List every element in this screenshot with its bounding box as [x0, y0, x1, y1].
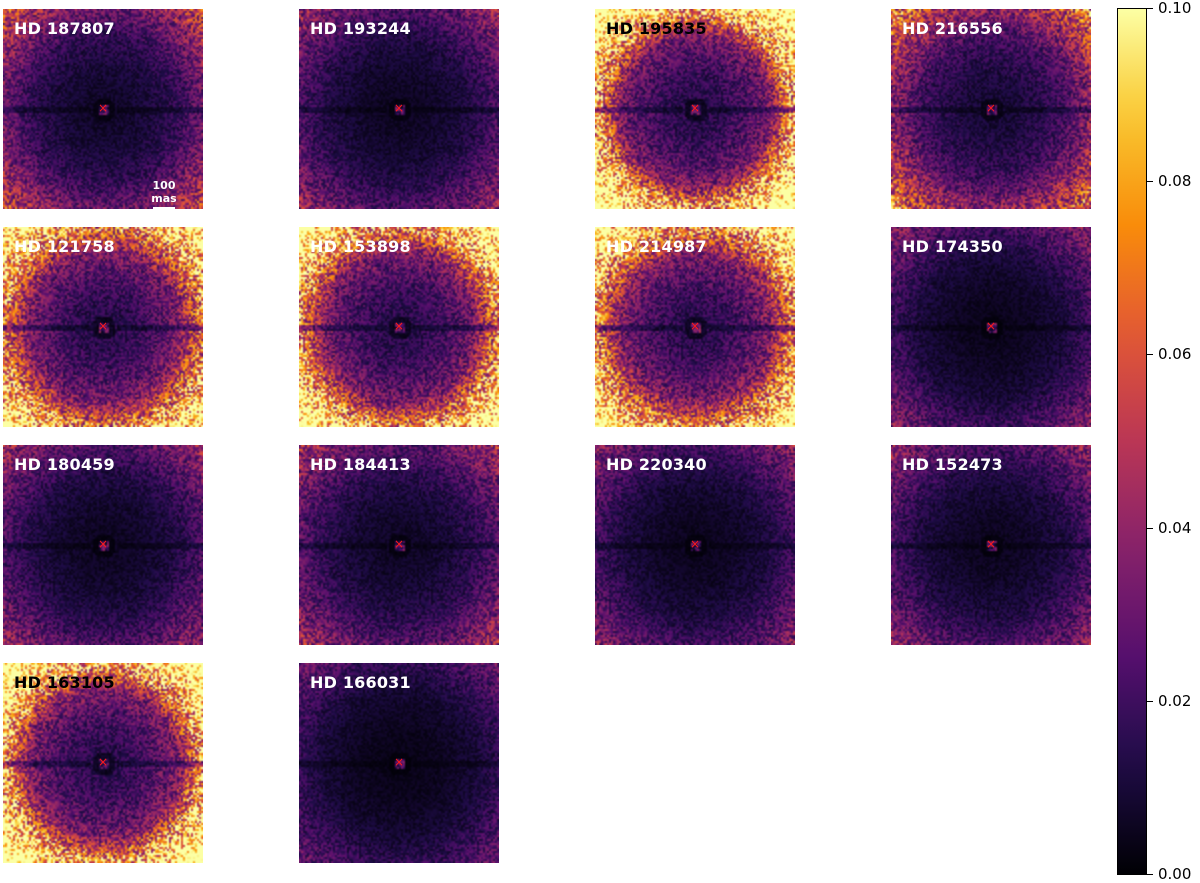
- star-position-marker: ×: [393, 755, 405, 769]
- panel-label: HD 195835: [606, 19, 707, 38]
- residual-image-panel: HD 180459 ×: [3, 445, 203, 645]
- residual-image-panel: HD 166031 ×: [299, 663, 499, 863]
- residual-image: [3, 663, 203, 863]
- panel-label: HD 174350: [902, 237, 1003, 256]
- panel-label: HD 180459: [14, 455, 115, 474]
- panel-label: HD 193244: [310, 19, 411, 38]
- star-position-marker: ×: [393, 101, 405, 115]
- star-position-marker: ×: [985, 101, 997, 115]
- star-position-marker: ×: [985, 319, 997, 333]
- colorbar-tick-label: 0.02: [1158, 691, 1192, 710]
- scale-bar-line: [153, 207, 175, 209]
- residual-image-panel: HD 184413 ×: [299, 445, 499, 645]
- colorbar-tick-label: 0.10: [1158, 0, 1192, 17]
- residual-image: [299, 445, 499, 645]
- star-position-marker: ×: [97, 101, 109, 115]
- panel-label: HD 163105: [14, 673, 115, 692]
- star-position-marker: ×: [393, 319, 405, 333]
- residual-image: [891, 227, 1091, 427]
- colorbar-tick: [1147, 700, 1153, 702]
- residual-image-panel: HD 214987 ×: [595, 227, 795, 427]
- residual-image: [299, 9, 499, 209]
- scale-bar-label: 100 mas: [151, 179, 177, 205]
- panel-label: HD 220340: [606, 455, 707, 474]
- colorbar-tick-label: 0.04: [1158, 518, 1192, 537]
- residual-image-panel: HD 121758 ×: [3, 227, 203, 427]
- scale-bar: 100 mas: [138, 179, 190, 209]
- star-position-marker: ×: [689, 101, 701, 115]
- panel-label: HD 153898: [310, 237, 411, 256]
- colorbar: [1117, 8, 1147, 875]
- star-position-marker: ×: [97, 537, 109, 551]
- residual-image: [299, 663, 499, 863]
- colorbar-tick: [1147, 181, 1153, 183]
- colorbar-tick: [1147, 8, 1153, 9]
- residual-image: [595, 227, 795, 427]
- residual-image-panel: HD 174350 ×: [891, 227, 1091, 427]
- star-position-marker: ×: [689, 319, 701, 333]
- panel-label: HD 187807: [14, 19, 115, 38]
- residual-image: [891, 445, 1091, 645]
- residual-image-panel: HD 195835 ×: [595, 9, 795, 209]
- colorbar-tick-label: 0.06: [1158, 345, 1192, 364]
- star-position-marker: ×: [689, 537, 701, 551]
- residual-image: [3, 9, 203, 209]
- colorbar-tick: [1147, 354, 1153, 356]
- residual-image-panel: HD 216556 ×: [891, 9, 1091, 209]
- residual-image-panel: HD 187807 × 100 mas: [3, 9, 203, 209]
- residual-image: [3, 445, 203, 645]
- colorbar-tick: [1147, 527, 1153, 529]
- residual-image-panel: HD 193244 ×: [299, 9, 499, 209]
- colorbar-tick-label: 0.08: [1158, 172, 1192, 191]
- panel-label: HD 152473: [902, 455, 1003, 474]
- residual-image-panel: HD 153898 ×: [299, 227, 499, 427]
- star-position-marker: ×: [393, 537, 405, 551]
- panel-label: HD 216556: [902, 19, 1003, 38]
- residual-image: [299, 227, 499, 427]
- panel-label: HD 166031: [310, 673, 411, 692]
- star-position-marker: ×: [985, 537, 997, 551]
- image-grid: HD 187807 × 100 mas HD 193244 × HD 195835 × HD …: [3, 9, 1091, 863]
- star-position-marker: ×: [97, 319, 109, 333]
- residual-image-panel: HD 152473 ×: [891, 445, 1091, 645]
- residual-image: [3, 227, 203, 427]
- residual-image-panel: HD 220340 ×: [595, 445, 795, 645]
- panel-label: HD 184413: [310, 455, 411, 474]
- colorbar-tick: [1147, 874, 1153, 875]
- residual-image: [891, 9, 1091, 209]
- colorbar-tick-label: 0.00: [1158, 865, 1192, 883]
- residual-image: [595, 9, 795, 209]
- panel-label: HD 214987: [606, 237, 707, 256]
- residual-image-panel: HD 163105 ×: [3, 663, 203, 863]
- panel-label: HD 121758: [14, 237, 115, 256]
- colorbar-axis: 0.00 0.02 0.04 0.06 0.08 0.10: [1147, 0, 1200, 883]
- residual-image: [595, 445, 795, 645]
- star-position-marker: ×: [97, 755, 109, 769]
